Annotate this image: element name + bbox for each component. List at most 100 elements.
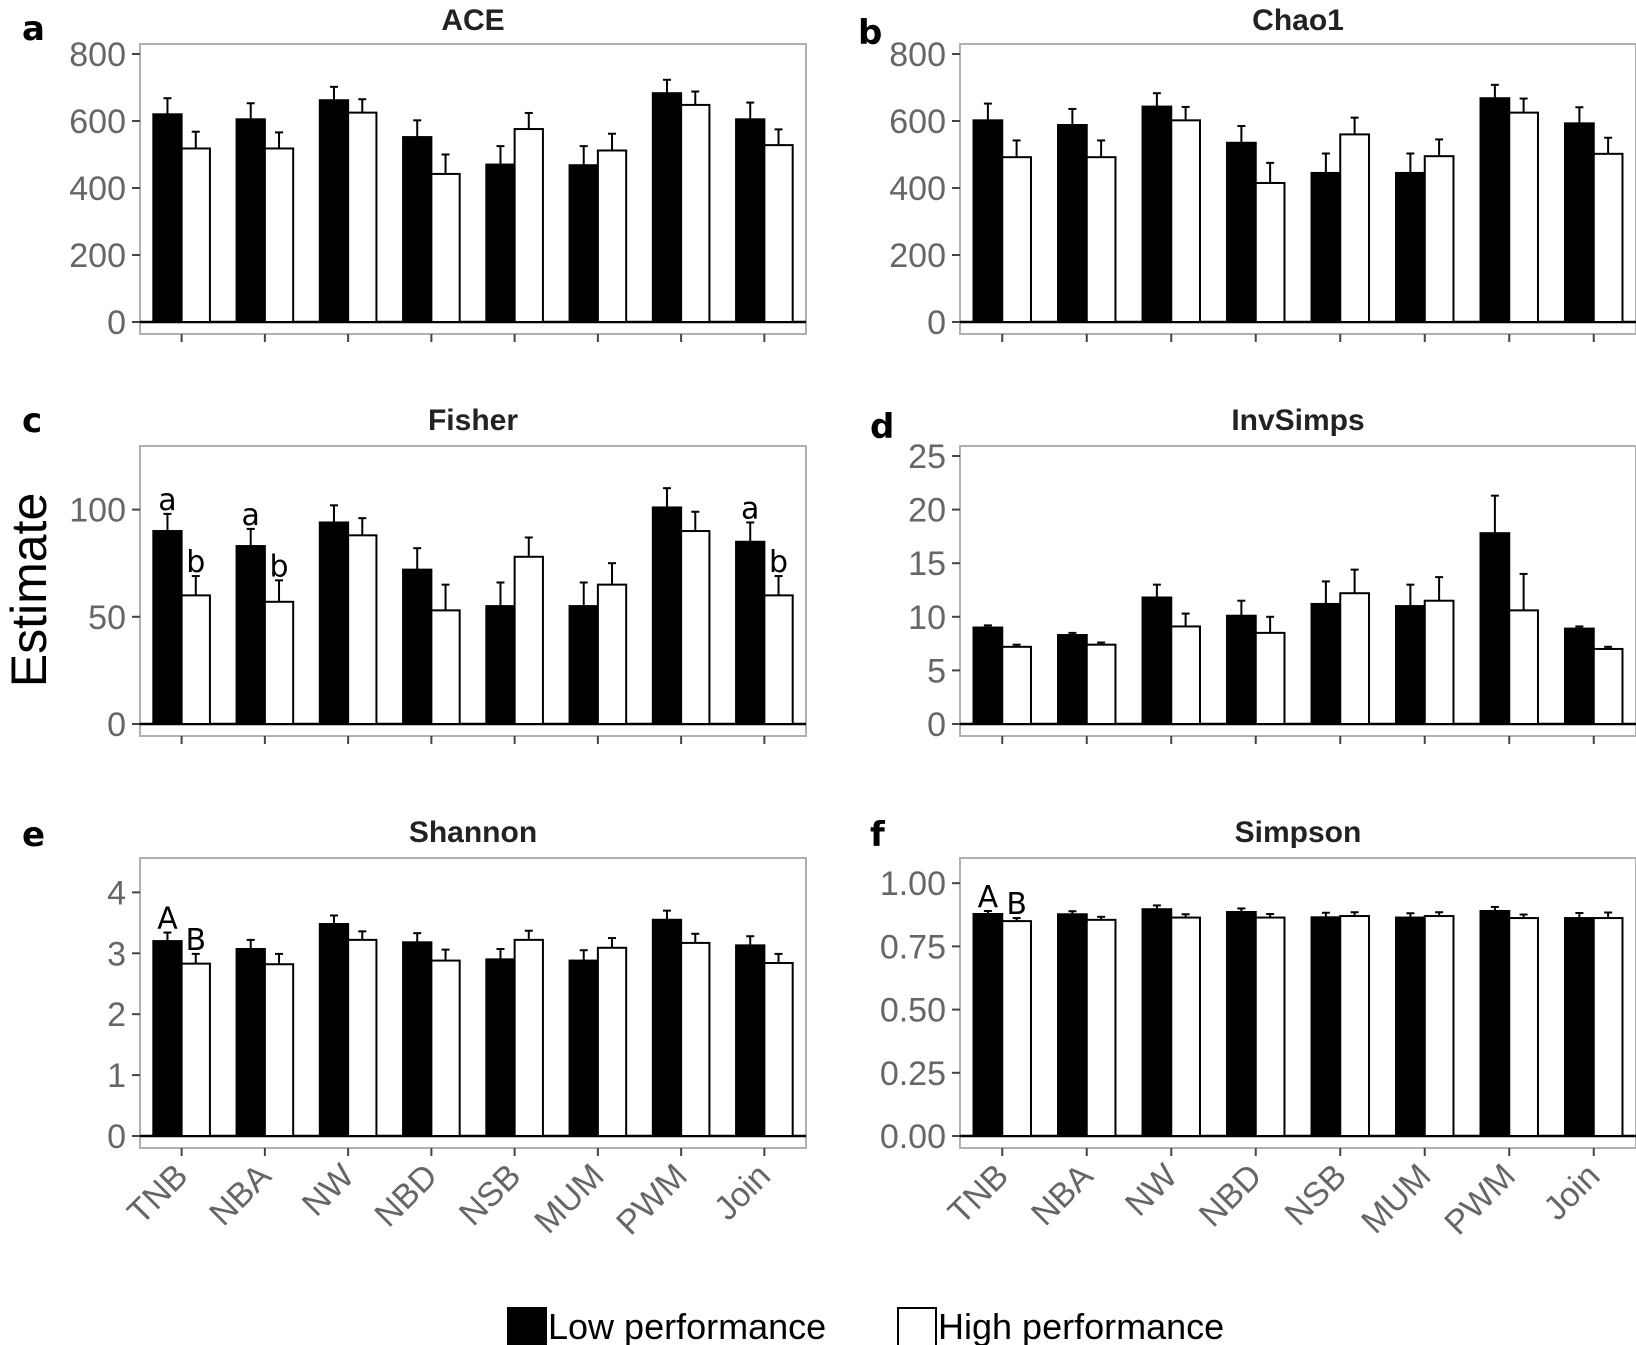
y-tick-label: 400 [69, 170, 126, 208]
significance-label: a [158, 483, 176, 518]
bar [152, 940, 183, 1137]
panel-title: InvSimps [1231, 404, 1364, 437]
bar [1508, 917, 1539, 1137]
panel-letter: e [22, 815, 45, 855]
bar [1085, 156, 1117, 323]
bar [318, 923, 350, 1138]
panel-d: d InvSimps 0 5 10 15 20 25 [870, 404, 1636, 744]
y-tick-label: 15 [908, 545, 946, 583]
bar [263, 147, 295, 323]
x-tick-label: NW [295, 1157, 362, 1224]
bar [1564, 627, 1595, 725]
bar [1564, 122, 1595, 323]
y-axis-label: Estimate [1, 493, 57, 688]
y-tick-label: 100 [69, 492, 126, 530]
bar [1592, 917, 1624, 1137]
bar [263, 963, 295, 1138]
legend-swatch-high [897, 1307, 937, 1345]
y-tick-label: 1 [107, 1057, 126, 1095]
panel-title: Fisher [428, 404, 518, 437]
legend-swatch-low [507, 1307, 547, 1345]
y-tick-label: 600 [69, 103, 126, 141]
y-tick-label: 0.00 [880, 1118, 946, 1156]
panel-title: Chao1 [1252, 4, 1344, 37]
y-tick-label: 20 [908, 492, 946, 530]
significance-label: B [185, 923, 206, 958]
bar [1395, 605, 1426, 726]
bar [152, 530, 183, 725]
bar [1085, 643, 1117, 725]
bar [735, 944, 766, 1138]
bar [763, 962, 794, 1137]
bar [1141, 105, 1173, 323]
bar [402, 136, 433, 323]
x-tick-label: NW [1118, 1157, 1185, 1224]
panel-b: b Chao1 0 200 400 600 800 [858, 4, 1636, 342]
bar [651, 918, 683, 1137]
bar [763, 594, 794, 725]
bar [1479, 532, 1511, 726]
legend-label-low: Low performance [548, 1306, 826, 1345]
bar [180, 962, 211, 1137]
bar [1226, 614, 1257, 726]
significance-label: a [242, 498, 260, 533]
y-tick-label: 800 [69, 36, 126, 74]
x-tick-label: PWM [1437, 1157, 1523, 1243]
y-tick-label: 10 [908, 599, 946, 637]
bar [1423, 599, 1455, 725]
bar [1310, 916, 1342, 1137]
bar [1592, 152, 1624, 323]
y-tick-label: 0 [107, 706, 126, 744]
bar [1170, 119, 1201, 323]
bar [972, 626, 1004, 726]
significance-label: B [1006, 887, 1027, 922]
bar [152, 113, 183, 323]
bar [596, 583, 628, 726]
x-tick-label: PWM [609, 1157, 695, 1243]
panel-title: ACE [441, 4, 504, 37]
bar [1254, 631, 1286, 726]
bar [430, 172, 461, 323]
bar [485, 958, 516, 1138]
y-tick-label: 200 [889, 237, 946, 275]
x-tick-label: Join [1536, 1157, 1607, 1228]
bar [347, 111, 378, 323]
bar [1001, 645, 1032, 725]
bar [735, 118, 766, 323]
bar [1395, 916, 1426, 1137]
panel-f: f Simpson 0.00 0.25 0.50 0.75 1.00 TNB NBA NW NBD N… [870, 815, 1636, 1242]
y-tick-label: 0 [107, 1118, 126, 1156]
bar [1339, 592, 1370, 725]
x-tick-label: NSB [1278, 1157, 1354, 1233]
x-tick-label: NBA [202, 1157, 279, 1234]
x-tick-label: NBA [1024, 1157, 1101, 1234]
x-tick-label: TNB [120, 1157, 195, 1232]
bar [1310, 602, 1342, 725]
panel-a: a ACE 0 200 400 600 800 [22, 4, 807, 342]
y-tick-label: 2 [107, 996, 126, 1034]
plot-frame [959, 857, 1636, 1149]
panel-letter: f [870, 815, 886, 855]
y-tick-label: 0 [927, 706, 946, 744]
bar [1141, 908, 1173, 1137]
y-tick-label: 5 [927, 652, 946, 690]
y-tick-label: 50 [88, 599, 126, 637]
bar [1141, 596, 1173, 726]
bar [972, 913, 1004, 1137]
bar [513, 555, 544, 725]
bar [235, 545, 266, 725]
bar [1479, 97, 1511, 323]
bar [1170, 625, 1201, 725]
y-tick-label: 1.00 [880, 865, 946, 903]
bar [513, 128, 544, 323]
y-tick-label: 0.50 [880, 992, 946, 1030]
bar [263, 600, 295, 725]
bar [402, 568, 433, 726]
bar [1423, 915, 1455, 1137]
bar [735, 540, 766, 726]
bar [1057, 913, 1088, 1138]
bar [402, 941, 433, 1137]
